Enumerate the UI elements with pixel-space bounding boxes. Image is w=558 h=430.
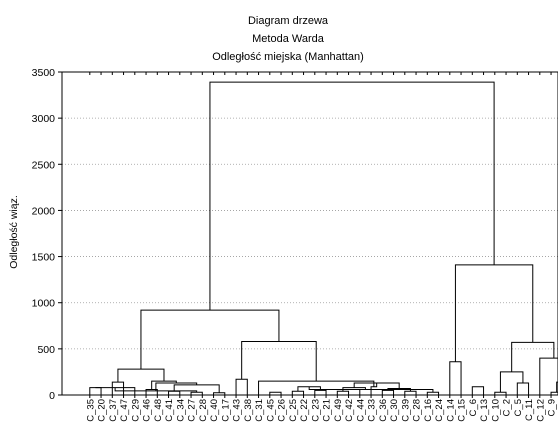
y-tick-label: 2500 <box>32 159 56 171</box>
leaf-label: C_15 <box>457 399 468 422</box>
dendrogram-link <box>449 361 462 395</box>
dendrogram-link <box>117 368 165 383</box>
dendrogram-link <box>168 390 181 395</box>
leaf-label: C_28 <box>412 399 423 422</box>
leaf-label: C_29 <box>130 399 141 422</box>
leaf-label: C_28 <box>198 399 209 422</box>
dendrogram-link <box>241 340 317 382</box>
leaf-label: C_38 <box>243 399 254 422</box>
leaf-label: C_36 <box>378 399 389 422</box>
leaf-label: C_39 <box>400 399 411 422</box>
leaf-label: C_26 <box>277 399 288 422</box>
leaf-label: C_41 <box>164 399 175 422</box>
dendrogram-link <box>269 391 282 395</box>
dendrogram-link <box>314 389 327 395</box>
leaf-label: C_27 <box>187 399 198 422</box>
leaf-label: C_30 <box>389 399 400 422</box>
leaf-label: C_10 <box>490 399 501 422</box>
dendrogram-link <box>297 386 321 392</box>
y-tick-label: 0 <box>49 390 55 402</box>
leaf-label: C_47 <box>119 399 130 422</box>
dendrogram-link <box>539 357 558 395</box>
dendrogram-link <box>151 380 177 390</box>
dendrogram-link <box>336 390 350 395</box>
dendrogram-link <box>556 381 558 393</box>
leaf-label: C_21 <box>322 399 333 422</box>
dendrogram-link <box>155 382 198 391</box>
dendrogram-link <box>209 81 495 311</box>
leaf-label: C_16 <box>423 399 434 422</box>
leaf-labels: C_35 C_20 C_37 C_47 C_29 C_46 C_48 C_41 C_34 C_27… <box>85 399 558 422</box>
leaf-label: C_46 <box>142 399 153 422</box>
leaf-label: C_13 <box>479 399 490 422</box>
leaf-label: C_20 <box>97 399 108 422</box>
dendrogram-link <box>454 264 534 362</box>
leaf-label: C_24 <box>434 399 445 422</box>
leaf-label: C_17 <box>220 399 231 422</box>
chart-subtitle-method: Metoda Warda <box>252 33 325 45</box>
leaf-label: C_9 <box>547 399 558 416</box>
leaf-label: C_42 <box>344 399 355 422</box>
dendrogram-link <box>381 389 395 395</box>
dendrogram-link <box>173 384 220 393</box>
dendrogram-link <box>111 381 125 395</box>
leaf-label: C_11 <box>524 399 535 421</box>
dendrogram-link <box>140 309 280 370</box>
dendrogram-link <box>516 382 530 395</box>
y-tick-label: 3000 <box>32 113 56 125</box>
leaf-label: C_34 <box>175 399 186 422</box>
dendrogram-link <box>499 371 524 393</box>
leaf-label: C_14 <box>445 399 456 422</box>
leaf-label: C_35 <box>85 399 96 422</box>
leaf-label: C_49 <box>333 399 344 422</box>
leaf-label: C_23 <box>310 399 321 422</box>
y-tick-label: 1500 <box>32 252 56 264</box>
leaf-label: C_37 <box>108 399 119 422</box>
leaf-label: C_22 <box>299 399 310 422</box>
dendrogram-link <box>213 392 226 395</box>
plot-frame <box>61 71 558 396</box>
leaf-label: C_31 <box>254 399 265 422</box>
leaf-label: C_43 <box>232 399 243 422</box>
leaf-label: C_33 <box>367 399 378 422</box>
dendrogram-link <box>145 388 158 395</box>
grid-lines <box>62 117 558 350</box>
dendrogram-link <box>235 378 248 395</box>
leaf-label: C_2 <box>502 399 513 416</box>
dendrogram-link <box>89 387 102 395</box>
leaf-label: C_48 <box>153 399 164 422</box>
y-tick-label: 3500 <box>32 67 56 79</box>
chart-subtitle-distance: Odległość miejska (Manhattan) <box>212 51 364 63</box>
dendrogram-link <box>291 390 305 395</box>
dendrogram-link <box>359 388 372 395</box>
dendrogram-link <box>308 386 434 393</box>
chart-title: Diagram drzewa <box>248 15 329 27</box>
leaf-label: C_25 <box>288 399 299 422</box>
dendrogram-link <box>511 341 555 372</box>
y-tick-label: 500 <box>37 344 55 356</box>
leaf-label: C_45 <box>265 399 276 422</box>
dendrogram-link <box>404 390 417 395</box>
dendrogram-link <box>471 386 485 395</box>
y-axis-label: Odległość wiąz. <box>8 195 20 269</box>
leaf-label: C_12 <box>535 399 546 422</box>
dendrogram-links <box>89 81 558 395</box>
leaf-label: C_6 <box>468 399 479 416</box>
leaf-label: C_44 <box>355 399 366 422</box>
y-tick-label: 1000 <box>32 298 56 310</box>
y-ticks: 0 500 1000 1500 2000 2500 3000 3500 <box>32 67 62 402</box>
leaf-label: C_40 <box>209 399 220 422</box>
y-tick-label: 2000 <box>32 205 56 217</box>
leaf-label: C_5 <box>513 399 524 416</box>
dendrogram-link <box>95 387 136 395</box>
